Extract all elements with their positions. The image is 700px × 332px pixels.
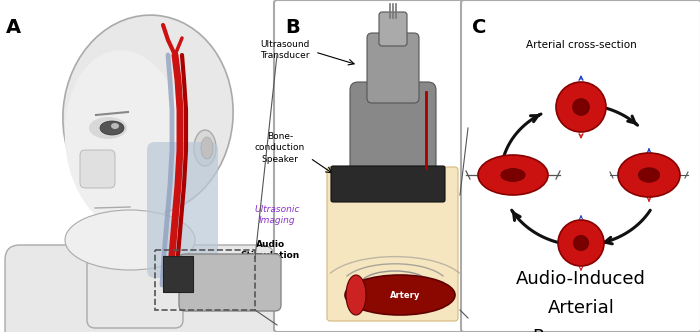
FancyBboxPatch shape	[379, 12, 407, 46]
Ellipse shape	[573, 235, 589, 251]
Ellipse shape	[618, 153, 680, 197]
Ellipse shape	[478, 155, 548, 195]
FancyBboxPatch shape	[331, 166, 445, 202]
FancyBboxPatch shape	[350, 82, 436, 180]
FancyBboxPatch shape	[179, 254, 281, 311]
Ellipse shape	[201, 137, 213, 159]
Ellipse shape	[89, 117, 127, 139]
FancyBboxPatch shape	[147, 142, 218, 278]
FancyBboxPatch shape	[327, 167, 458, 321]
Ellipse shape	[194, 130, 216, 166]
Ellipse shape	[500, 169, 525, 182]
Text: Arterial cross-section: Arterial cross-section	[526, 40, 636, 50]
Text: A: A	[6, 18, 21, 37]
Ellipse shape	[100, 121, 124, 135]
FancyBboxPatch shape	[87, 222, 183, 328]
FancyBboxPatch shape	[80, 150, 115, 188]
Ellipse shape	[638, 168, 659, 182]
Ellipse shape	[573, 99, 589, 115]
Ellipse shape	[346, 275, 366, 315]
Text: Bone-
conduction
Speaker: Bone- conduction Speaker	[255, 132, 305, 164]
Text: C: C	[472, 18, 486, 37]
Ellipse shape	[558, 220, 604, 266]
Ellipse shape	[111, 123, 119, 129]
Ellipse shape	[63, 15, 233, 215]
Text: Artery: Artery	[390, 290, 420, 299]
Text: Audio
Stimulation: Audio Stimulation	[241, 240, 300, 260]
Ellipse shape	[65, 210, 195, 270]
FancyBboxPatch shape	[5, 245, 275, 332]
Bar	[155, 250, 255, 310]
Ellipse shape	[556, 82, 606, 132]
Bar	[163, 256, 193, 292]
Text: Ultrasonic
Imaging: Ultrasonic Imaging	[255, 205, 300, 225]
Text: Ultrasound
Transducer: Ultrasound Transducer	[260, 40, 310, 60]
Ellipse shape	[64, 50, 186, 230]
FancyBboxPatch shape	[367, 33, 419, 103]
FancyBboxPatch shape	[461, 0, 700, 332]
FancyBboxPatch shape	[274, 0, 465, 332]
Text: Audio-Induced
Arterial
Resonance: Audio-Induced Arterial Resonance	[516, 270, 646, 332]
Text: B: B	[285, 18, 300, 37]
Ellipse shape	[345, 275, 455, 315]
